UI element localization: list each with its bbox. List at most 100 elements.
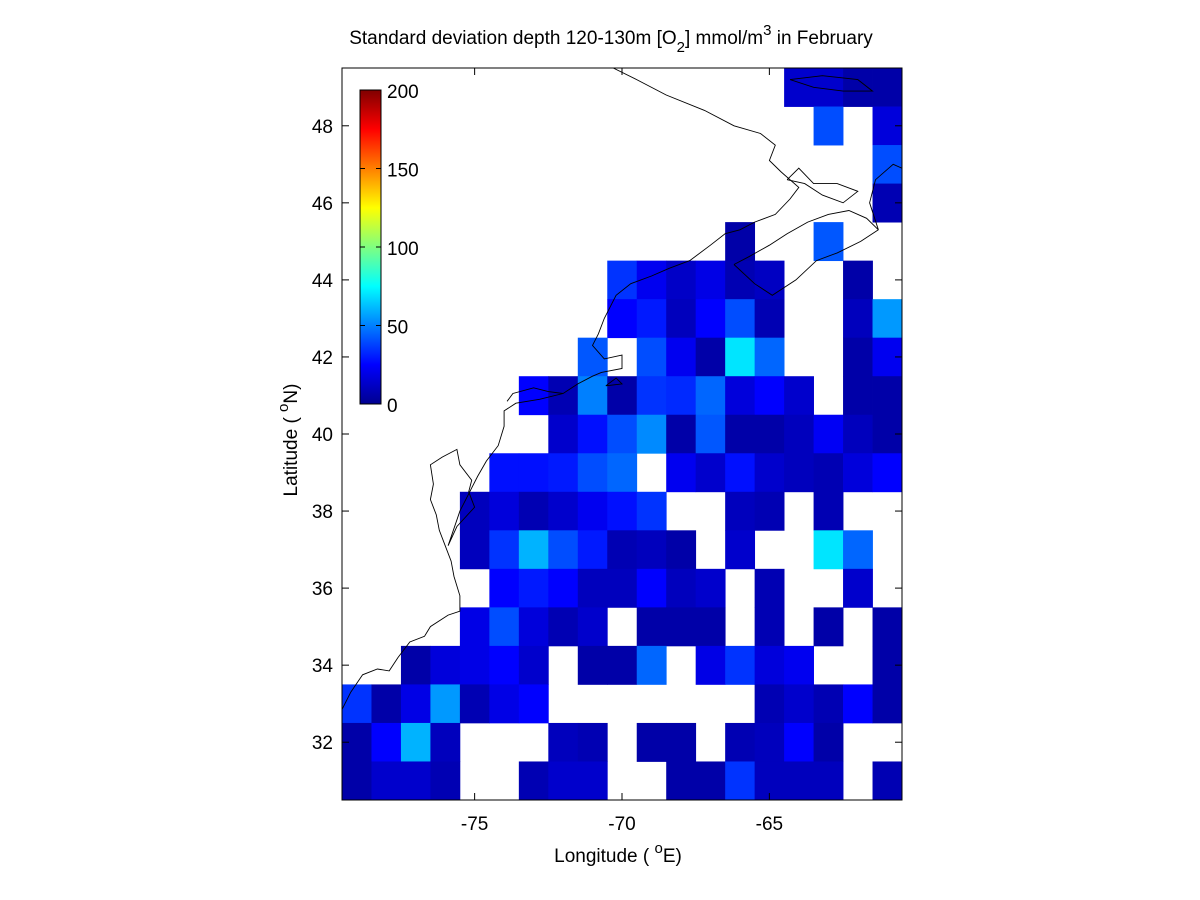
heatmap-cell bbox=[459, 607, 490, 647]
coastline-segment bbox=[786, 167, 859, 204]
heatmap-cell bbox=[725, 337, 756, 377]
heatmap-cell bbox=[636, 530, 667, 570]
heatmap-cell bbox=[548, 722, 579, 762]
heatmap-cell bbox=[577, 453, 608, 493]
heatmap-cell bbox=[607, 260, 638, 300]
heatmap-cell bbox=[636, 376, 667, 416]
heatmap-cell bbox=[666, 337, 697, 377]
heatmap-cell bbox=[725, 299, 756, 339]
heatmap-cell bbox=[813, 684, 844, 724]
heatmap-cell bbox=[843, 684, 873, 724]
heatmap-cell bbox=[784, 376, 814, 416]
heatmap-cell bbox=[784, 68, 814, 107]
heatmap-cell bbox=[518, 530, 549, 570]
heatmap-cell bbox=[489, 491, 520, 531]
heatmap-cell bbox=[725, 222, 756, 262]
y-tick-label: 40 bbox=[312, 425, 333, 446]
y-tick-label: 44 bbox=[312, 271, 334, 292]
heatmap-cell bbox=[548, 568, 579, 608]
heatmap-cell bbox=[636, 568, 667, 608]
heatmap-cell bbox=[489, 530, 520, 570]
heatmap-cell bbox=[695, 376, 726, 416]
heatmap-cell bbox=[872, 376, 902, 416]
heatmap-cell bbox=[430, 722, 461, 762]
heatmap-cell bbox=[548, 607, 579, 647]
heatmap-cell bbox=[577, 568, 608, 608]
heatmap-cell bbox=[695, 607, 726, 647]
x-axis-ticks: -75 -70 -65 bbox=[461, 68, 783, 835]
heatmap-cell bbox=[813, 722, 844, 762]
heatmap-cell bbox=[489, 568, 520, 608]
heatmap-cell bbox=[371, 722, 402, 762]
heatmap-cell bbox=[872, 453, 902, 493]
heatmap-cell bbox=[371, 761, 402, 800]
heatmap-cell bbox=[872, 684, 902, 724]
heatmap-cell bbox=[459, 491, 490, 531]
heatmap-cell bbox=[813, 530, 844, 570]
heatmap-cell bbox=[548, 530, 579, 570]
heatmap-cell bbox=[754, 607, 785, 647]
heatmap-cell bbox=[577, 645, 608, 685]
x-axis-label: Longitude ( oE) bbox=[554, 840, 682, 867]
heatmap-cell bbox=[754, 453, 785, 493]
heatmap-cell bbox=[459, 530, 490, 570]
heatmap-cell bbox=[400, 761, 431, 800]
heatmap-cell bbox=[577, 530, 608, 570]
colorbar-tick-label: 150 bbox=[387, 161, 419, 182]
coastline-segment bbox=[605, 377, 623, 387]
coastline-segment bbox=[506, 387, 564, 402]
heatmap-cell bbox=[754, 414, 785, 454]
heatmap-cell bbox=[489, 645, 520, 685]
heatmap-cell bbox=[872, 68, 902, 107]
heatmap-cell bbox=[607, 376, 638, 416]
heatmap-cell bbox=[813, 491, 844, 531]
x-tick-label: -70 bbox=[608, 814, 635, 835]
heatmap-cell bbox=[843, 299, 873, 339]
heatmap-cell bbox=[636, 491, 667, 531]
colorbar-tick-label: 100 bbox=[387, 239, 419, 260]
heatmap-cell bbox=[725, 376, 756, 416]
heatmap-cell bbox=[430, 645, 461, 685]
heatmap-cell bbox=[489, 607, 520, 647]
y-tick-label: 46 bbox=[312, 194, 333, 215]
heatmap-cell bbox=[666, 607, 697, 647]
heatmap-cell bbox=[548, 761, 579, 800]
heatmap-cell bbox=[577, 761, 608, 800]
colorbar-tick-label: 200 bbox=[387, 82, 419, 103]
heatmap-cell bbox=[725, 761, 756, 800]
heatmap-cell bbox=[577, 607, 608, 647]
heatmap-cell bbox=[725, 453, 756, 493]
heatmap-cell bbox=[754, 722, 785, 762]
heatmap-cell bbox=[636, 414, 667, 454]
heatmap-cell bbox=[813, 106, 844, 146]
heatmap-cell bbox=[725, 491, 756, 531]
coastline-segment bbox=[789, 75, 874, 92]
heatmap-cell bbox=[754, 645, 785, 685]
heatmap-cell bbox=[607, 414, 638, 454]
heatmap-cell bbox=[843, 414, 873, 454]
colorbar-tick-label: 50 bbox=[387, 318, 408, 339]
y-tick-label: 36 bbox=[312, 579, 333, 600]
heatmap-cell bbox=[607, 299, 638, 339]
heatmap-cell bbox=[607, 568, 638, 608]
heatmap-cell bbox=[695, 645, 726, 685]
heatmap-cell bbox=[843, 530, 873, 570]
heatmap-cell bbox=[636, 722, 667, 762]
colorbar-tick-label: 0 bbox=[387, 396, 398, 417]
heatmap-cell bbox=[518, 568, 549, 608]
heatmap-cell bbox=[843, 376, 873, 416]
coastline-segment bbox=[733, 163, 902, 265]
y-axis-label: Latitude ( oN) bbox=[275, 384, 302, 497]
heatmap-cell bbox=[577, 722, 608, 762]
heatmap-cell bbox=[784, 684, 814, 724]
y-tick-label: 42 bbox=[312, 348, 333, 369]
y-tick-label: 32 bbox=[312, 733, 333, 754]
heatmap-cell bbox=[636, 645, 667, 685]
heatmap-cell bbox=[784, 645, 814, 685]
x-tick-label: -75 bbox=[461, 814, 488, 835]
heatmap-cell bbox=[666, 722, 697, 762]
colorbar-ticks: 0 50 100 150 200 bbox=[360, 82, 419, 417]
heatmap-cell bbox=[371, 684, 402, 724]
heatmap-cell bbox=[400, 722, 431, 762]
heatmap-cell bbox=[695, 761, 726, 800]
